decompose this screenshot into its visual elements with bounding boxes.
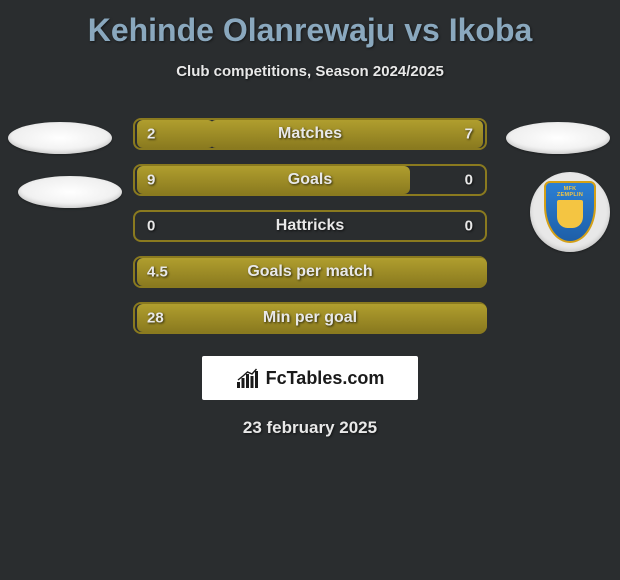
stat-row-goals: 9 Goals 0 [135, 164, 485, 196]
team-shield-mid-text: ZEMPLIN [557, 192, 583, 198]
right-team-logo: MFK ZEMPLIN [530, 172, 610, 252]
stat-rows: 2 Matches 7 9 Goals 0 0 Hattricks 0 4.5 … [135, 118, 485, 334]
brand-box[interactable]: FcTables.com [202, 356, 418, 400]
stat-value-right: 0 [465, 218, 473, 235]
date-text: 23 february 2025 [0, 418, 620, 438]
stat-row-goals-per-match: 4.5 Goals per match [135, 256, 485, 288]
left-player-badge-2 [18, 176, 122, 208]
bar-fill-left [137, 166, 410, 194]
stat-value-left: 4.5 [147, 264, 168, 281]
stat-row-hattricks: 0 Hattricks 0 [135, 210, 485, 242]
stat-label: Goals [288, 171, 332, 189]
brand-text: FcTables.com [266, 368, 385, 389]
team-shield-inner-icon [557, 200, 583, 228]
right-player-badge [506, 122, 610, 154]
stat-value-left: 0 [147, 218, 155, 235]
comparison-area: MFK ZEMPLIN 2 Matches 7 9 Goals 0 0 [0, 118, 620, 438]
stat-value-right: 7 [465, 126, 473, 143]
stat-value-left: 28 [147, 310, 164, 327]
page-title: Kehinde Olanrewaju vs Ikoba [0, 0, 620, 49]
left-player-badge-1 [8, 122, 112, 154]
bar-chart-icon [236, 367, 260, 389]
stat-value-left: 9 [147, 172, 155, 189]
stat-value-right: 0 [465, 172, 473, 189]
stat-label: Hattricks [276, 217, 344, 235]
stat-row-matches: 2 Matches 7 [135, 118, 485, 150]
bar-fill-right [210, 120, 483, 148]
stat-label: Goals per match [247, 263, 372, 281]
stat-label: Matches [278, 125, 342, 143]
stat-label: Min per goal [263, 309, 357, 327]
page-subtitle: Club competitions, Season 2024/2025 [0, 63, 620, 80]
stat-value-left: 2 [147, 126, 155, 143]
stat-row-min-per-goal: 28 Min per goal [135, 302, 485, 334]
team-shield-icon: MFK ZEMPLIN [544, 181, 596, 243]
